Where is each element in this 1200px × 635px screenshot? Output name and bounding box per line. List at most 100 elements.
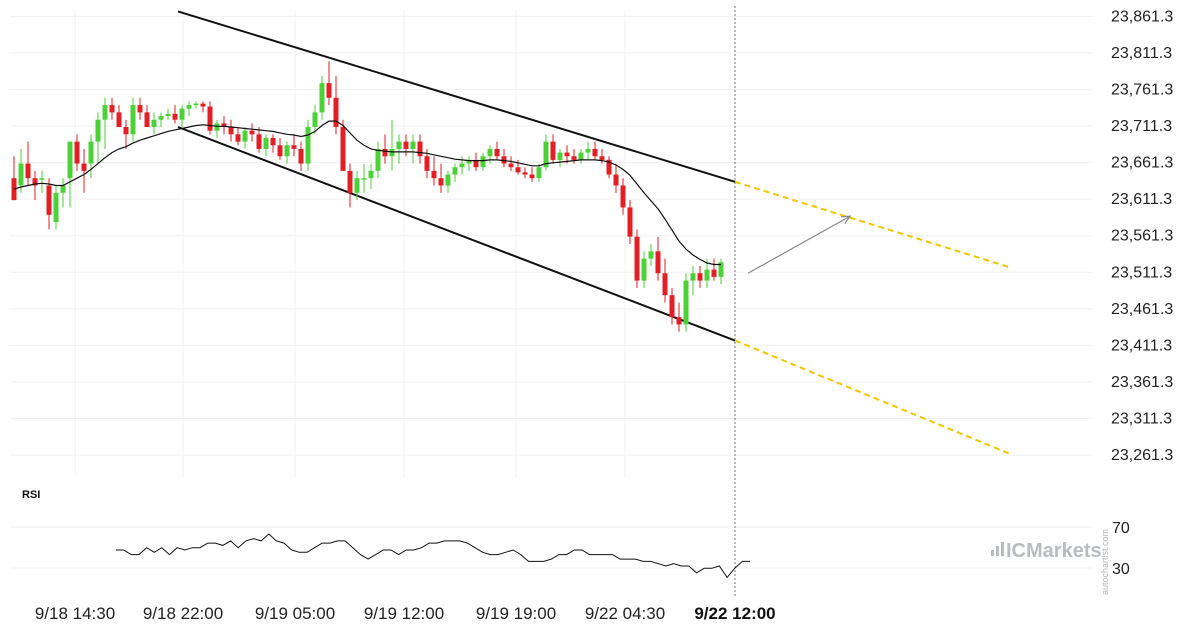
candle-body: [347, 170, 353, 193]
rsi-panel: RSI 70 30: [22, 489, 1130, 579]
candle-body: [270, 137, 276, 146]
brand-logo: ICMarkets: [991, 540, 1102, 562]
candle-body: [207, 106, 213, 131]
candle-body: [25, 163, 31, 179]
price-tick-label: 23,861.3: [1111, 8, 1173, 25]
candle-body: [571, 156, 577, 160]
candle-body: [431, 170, 437, 179]
candle-body: [445, 174, 451, 186]
candle-body: [403, 141, 409, 149]
candle-body: [291, 145, 297, 149]
candle-body: [613, 174, 619, 186]
candle-body: [501, 156, 507, 164]
candle-body: [354, 178, 360, 193]
candle-body: [690, 273, 696, 281]
rsi-line: [116, 533, 750, 579]
price-axis: 23,861.3 23,811.3 23,761.3 23,711.3 23,661.3…: [1111, 8, 1173, 464]
channel-lower-line: [177, 126, 736, 342]
price-tick-label: 23,311.3: [1111, 411, 1172, 428]
candle-body: [88, 141, 94, 164]
candle-body: [74, 141, 80, 164]
forecast-arrow-line: [747, 215, 851, 274]
price-tick-label: 23,561.3: [1111, 228, 1173, 245]
time-tick-label: 9/19 19:00: [476, 604, 556, 623]
candle-body: [368, 170, 374, 179]
candle-body: [214, 123, 220, 131]
candle-body: [557, 152, 563, 160]
candle-body: [130, 105, 136, 135]
candle-body: [263, 137, 269, 149]
candle-body: [186, 105, 192, 109]
candle-body: [396, 141, 402, 149]
price-tick-label: 23,811.3: [1111, 45, 1172, 62]
candle-body: [228, 127, 234, 135]
candle-body: [592, 148, 598, 157]
candle-body: [144, 112, 150, 127]
channel-lines: [177, 10, 736, 342]
candle-body: [235, 134, 241, 142]
candle-body: [249, 130, 255, 135]
candle-body: [718, 262, 724, 277]
candle-body: [508, 163, 514, 168]
candle-body: [60, 185, 66, 193]
candle-body: [123, 127, 129, 135]
time-tick-label: 9/18 14:30: [35, 604, 115, 623]
candle-body: [466, 159, 472, 164]
candle-body: [109, 105, 115, 113]
candle-body: [256, 134, 262, 149]
candle-body: [627, 207, 633, 237]
candle-body: [522, 172, 528, 175]
rsi-tick-label: 70: [1112, 520, 1130, 537]
candle-body: [515, 167, 521, 173]
candle-body: [655, 251, 661, 274]
price-tick-label: 23,511.3: [1111, 264, 1172, 281]
candle-body: [165, 113, 171, 117]
candle-body: [221, 123, 227, 127]
candle-body: [102, 105, 108, 120]
candle-body: [389, 148, 395, 157]
candle-body: [312, 112, 318, 127]
candle-body: [704, 269, 710, 281]
price-tick-label: 23,261.3: [1111, 447, 1173, 464]
candle-body: [564, 152, 570, 157]
candle-body: [81, 163, 87, 171]
moving-average-series: [13, 120, 721, 266]
time-tick-label: 9/19 05:00: [255, 604, 335, 623]
candle-body: [53, 192, 59, 223]
candle-body: [536, 167, 542, 179]
candle-body: [340, 127, 346, 171]
rsi-grid: [10, 526, 1092, 569]
candle-body: [641, 258, 647, 281]
candle-body: [46, 185, 52, 215]
rsi-label: RSI: [22, 489, 40, 501]
moving-average-line: [13, 120, 721, 266]
candle-body: [179, 108, 185, 120]
price-tick-label: 23,461.3: [1111, 301, 1173, 318]
candle-body: [634, 236, 640, 281]
projection-lower-line: [734, 339, 1011, 455]
candle-body: [599, 156, 605, 160]
candle-body: [578, 152, 584, 160]
candle-body: [116, 112, 122, 127]
rsi-tick-label: 30: [1112, 561, 1130, 578]
candle-body: [277, 145, 283, 157]
candle-body: [200, 103, 206, 107]
candle-body: [333, 97, 339, 127]
candle-body: [305, 127, 311, 164]
candle-body: [410, 141, 416, 149]
time-tick-label: 9/18 22:00: [143, 604, 223, 623]
candle-body: [39, 178, 45, 180]
price-tick-label: 23,661.3: [1111, 155, 1173, 172]
candlestick-series: [11, 61, 724, 332]
logo-bar-3: [1001, 542, 1004, 556]
candle-body: [669, 295, 675, 318]
candle-body: [480, 156, 486, 168]
candle-body: [459, 163, 465, 168]
candle-body: [193, 103, 199, 106]
price-tick-label: 23,611.3: [1111, 191, 1172, 208]
logo-bar-1: [991, 550, 994, 556]
time-axis: 9/18 14:30 9/18 22:00 9/19 05:00 9/19 12:00…: [35, 604, 776, 623]
time-tick-label: 9/19 12:00: [364, 604, 444, 623]
logo-bar-2: [996, 546, 999, 556]
